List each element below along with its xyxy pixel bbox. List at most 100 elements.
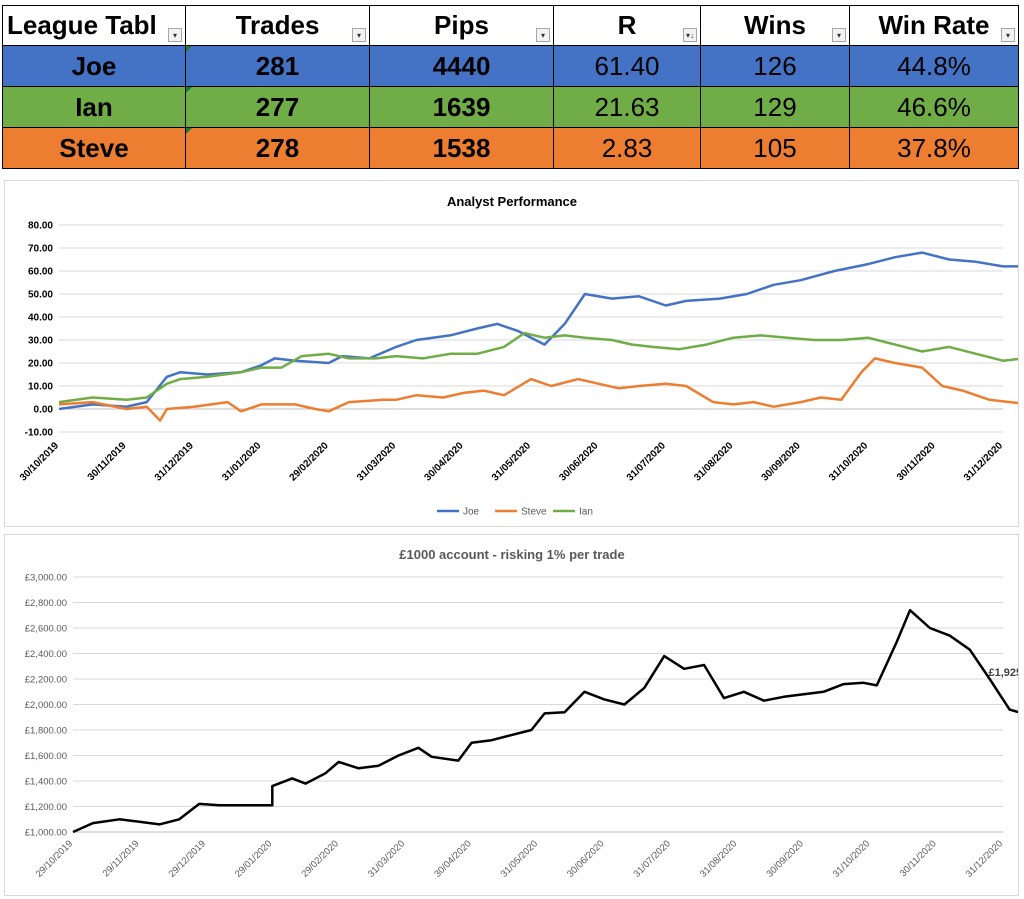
trades-cell[interactable]: 277 <box>185 86 370 128</box>
x-tick-label: 31/12/2020 <box>962 440 1005 483</box>
legend-label: Ian <box>579 507 593 518</box>
y-tick-label: £1,000.00 <box>25 828 67 839</box>
wins-cell[interactable]: 129 <box>700 86 850 128</box>
x-tick-label: 30/06/2020 <box>557 440 600 483</box>
win-rate-cell[interactable]: 46.6% <box>849 86 1019 128</box>
y-tick-label: 50.00 <box>28 290 53 301</box>
series-line-ian[interactable] <box>58 331 1018 404</box>
y-tick-label: 10.00 <box>28 382 53 393</box>
r-cell[interactable]: 2.83 <box>553 127 701 169</box>
y-tick-label: £2,000.00 <box>25 700 67 711</box>
filter-dropdown-icon[interactable]: ▾ <box>1001 28 1015 42</box>
y-tick-label: -10.00 <box>25 428 54 439</box>
y-tick-label: £1,800.00 <box>25 726 67 737</box>
x-tick-label: 31/03/2020 <box>366 838 407 879</box>
y-tick-label: 70.00 <box>28 244 53 255</box>
header-r: R ▾↓ <box>553 5 701 46</box>
trades-cell[interactable]: 281 <box>185 45 370 87</box>
filter-dropdown-icon[interactable]: ▾ <box>352 28 366 42</box>
analyst-name[interactable]: Joe <box>2 45 186 87</box>
table-row: Ian 277 1639 21.63 129 46.6% <box>2 86 1019 128</box>
account-balance-svg: £1000 account - risking 1% per trade £1,0… <box>25 547 1018 880</box>
table-row: Joe 281 4440 61.40 126 44.8% <box>2 45 1019 87</box>
header-label: Pips <box>434 10 489 40</box>
trades-cell[interactable]: 278 <box>185 127 370 169</box>
x-tick-label: 30/11/2019 <box>86 440 129 483</box>
callout-label: £1,925.52 <box>989 667 1018 679</box>
chart-title: Analyst Performance <box>447 194 577 209</box>
x-tick-label: 30/11/2020 <box>895 440 938 483</box>
analyst-performance-chart[interactable]: Analyst Performance -10.00 0.00 10.00 20.00 3… <box>4 180 1019 527</box>
y-tick-label: £1,400.00 <box>25 777 67 788</box>
sort-descending-filter-icon[interactable]: ▾↓ <box>683 28 697 42</box>
x-tick-label: 30/09/2020 <box>760 440 803 483</box>
x-tick-label: 31/08/2020 <box>692 440 735 483</box>
x-tick-label: 31/12/2020 <box>964 838 1005 879</box>
y-tick-label: £1,200.00 <box>25 802 67 813</box>
y-tick-label: 80.00 <box>28 221 53 232</box>
win-rate-cell[interactable]: 44.8% <box>849 45 1019 87</box>
series-line-balance[interactable] <box>72 608 1018 834</box>
pips-cell[interactable]: 1538 <box>369 127 554 169</box>
header-pips: Pips ▾ <box>369 5 554 46</box>
analyst-name[interactable]: Steve <box>2 127 186 169</box>
y-tick-label: 20.00 <box>28 359 53 370</box>
filter-dropdown-icon[interactable]: ▾ <box>536 28 550 42</box>
league-table: League Tabl ▾ Trades ▾ Pips ▾ R ▾↓ Wins … <box>2 5 1019 169</box>
y-tick-label: 30.00 <box>28 336 53 347</box>
analyst-performance-svg: Analyst Performance -10.00 0.00 10.00 20.00 3… <box>18 194 1018 518</box>
header-label: R <box>617 10 637 40</box>
x-tick-label: 31/05/2020 <box>490 440 533 483</box>
chart-title: £1000 account - risking 1% per trade <box>399 547 624 562</box>
x-tick-label: 29/12/2019 <box>167 838 208 879</box>
win-rate-cell[interactable]: 37.8% <box>849 127 1019 169</box>
wins-cell[interactable]: 105 <box>700 127 850 169</box>
y-tick-label: £3,000.00 <box>25 573 67 584</box>
x-tick-label: 31/05/2020 <box>499 838 540 879</box>
y-tick-label: 0.00 <box>34 405 54 416</box>
r-cell[interactable]: 61.40 <box>553 45 701 87</box>
header-label: League Tabl <box>7 10 157 40</box>
y-tick-label: 40.00 <box>28 313 53 324</box>
x-tick-label: 31/03/2020 <box>355 440 398 483</box>
legend-label: Steve <box>521 507 547 518</box>
x-tick-label: 30/06/2020 <box>565 838 606 879</box>
wins-cell[interactable]: 126 <box>700 45 850 87</box>
y-tick-label: £2,200.00 <box>25 675 67 686</box>
x-tick-label: 29/02/2020 <box>299 838 340 879</box>
analyst-name[interactable]: Ian <box>2 86 186 128</box>
filter-dropdown-icon[interactable]: ▾ <box>168 28 182 42</box>
header-trades: Trades ▾ <box>185 5 370 46</box>
x-tick-label: 29/10/2019 <box>34 838 75 879</box>
x-tick-label: 31/01/2020 <box>220 440 263 483</box>
x-tick-label: 31/10/2020 <box>831 838 872 879</box>
y-tick-label: £2,600.00 <box>25 624 67 635</box>
x-tick-label: 31/12/2019 <box>153 440 196 483</box>
pips-cell[interactable]: 1639 <box>369 86 554 128</box>
account-balance-chart[interactable]: £1000 account - risking 1% per trade £1,0… <box>4 534 1019 896</box>
x-tick-label: 29/01/2020 <box>233 838 274 879</box>
pips-cell[interactable]: 4440 <box>369 45 554 87</box>
x-tick-label: 31/10/2020 <box>827 440 870 483</box>
header-label: Wins <box>744 10 806 40</box>
r-cell[interactable]: 21.63 <box>553 86 701 128</box>
filter-dropdown-icon[interactable]: ▾ <box>832 28 846 42</box>
x-tick-label: 30/10/2019 <box>18 440 61 483</box>
table-row: Steve 278 1538 2.83 105 37.8% <box>2 127 1019 169</box>
error-indicator-icon <box>186 46 192 52</box>
x-tick-label: 31/08/2020 <box>698 838 739 879</box>
header-label: Trades <box>235 10 320 40</box>
header-wins: Wins ▾ <box>700 5 850 46</box>
x-tick-label: 31/07/2020 <box>625 440 668 483</box>
y-tick-label: £1,600.00 <box>25 751 67 762</box>
x-tick-label: 30/04/2020 <box>423 440 466 483</box>
legend-label: Joe <box>463 507 480 518</box>
x-tick-label: 30/04/2020 <box>432 838 473 879</box>
header-league-table: League Tabl ▾ <box>2 5 186 46</box>
x-tick-label: 30/11/2020 <box>898 838 939 879</box>
header-label: Win Rate <box>878 10 990 40</box>
error-indicator-icon <box>186 128 192 134</box>
x-tick-label: 30/09/2020 <box>764 838 805 879</box>
series-line-steve[interactable] <box>58 357 1018 422</box>
y-tick-label: 60.00 <box>28 267 53 278</box>
